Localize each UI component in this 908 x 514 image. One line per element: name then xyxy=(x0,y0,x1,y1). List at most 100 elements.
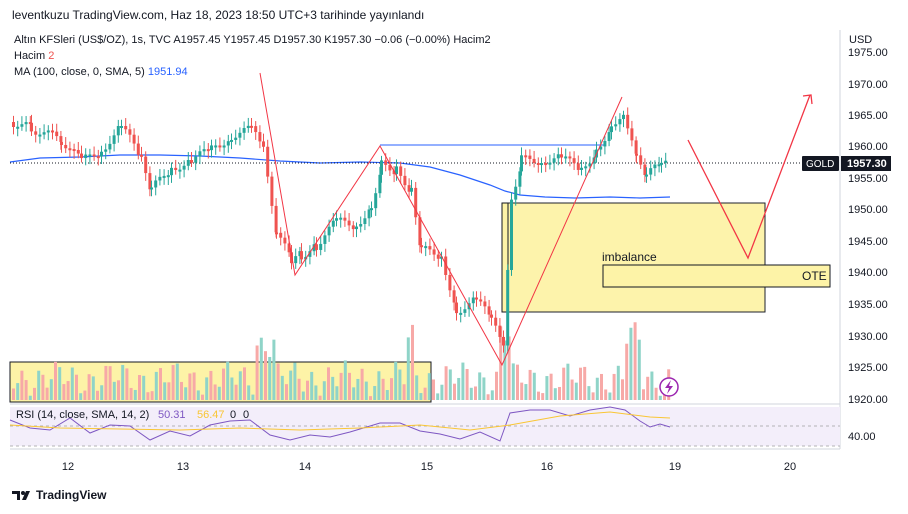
volume-bar xyxy=(520,382,524,400)
volume-bar xyxy=(222,368,225,400)
candle-body xyxy=(287,243,291,253)
volume-bar xyxy=(318,395,322,400)
volume-bar xyxy=(41,374,45,400)
volume-bar xyxy=(486,394,490,400)
rsi-label[interactable]: RSI (14, close, SMA, 14, 2) xyxy=(16,409,149,421)
volume-bar xyxy=(390,378,393,400)
volume-bar xyxy=(213,384,217,400)
volume-label[interactable]: Hacim xyxy=(14,50,46,62)
candle-body xyxy=(502,336,505,346)
volume-bar xyxy=(159,368,162,400)
candle-body xyxy=(112,135,116,144)
candle-body xyxy=(144,156,148,174)
candle-body xyxy=(84,154,88,159)
candle-body xyxy=(327,226,331,236)
candle-body xyxy=(518,171,522,187)
volume-bar xyxy=(516,364,519,400)
volume-bar xyxy=(272,339,276,400)
candle-body xyxy=(367,209,371,219)
volume-bar xyxy=(217,386,221,400)
candle-body xyxy=(64,144,68,149)
publish-info: leventkuzu TradingView.com, Haz 18, 2023… xyxy=(12,8,425,22)
candle-body xyxy=(459,312,463,315)
candle-body xyxy=(440,256,443,259)
close-value: K1957.30 xyxy=(324,34,372,46)
zigzag-pattern-line[interactable] xyxy=(259,72,623,367)
price-axis-ticks[interactable]: 1975.00 1970.00 1965.00 1960.00 1955.00 1950.… xyxy=(848,47,888,406)
volume-bar xyxy=(507,336,511,400)
price-tick-label: 1920.00 xyxy=(848,394,888,406)
volume-bar xyxy=(579,367,582,400)
candle-body xyxy=(407,185,411,192)
rsi-band xyxy=(10,407,840,446)
candle-body xyxy=(363,218,367,225)
volume-bar xyxy=(75,374,78,400)
price-tick-label: 1925.00 xyxy=(848,362,888,374)
volume-bar xyxy=(322,381,326,400)
volume-bar xyxy=(28,395,32,400)
volume-bar xyxy=(646,376,650,400)
candle-body xyxy=(343,217,347,221)
volume-bar xyxy=(511,363,515,400)
volume-bar xyxy=(373,386,377,400)
low-value: D1957.30 xyxy=(273,34,322,46)
tradingview-logo[interactable]: TradingView xyxy=(12,488,106,502)
candle-body xyxy=(339,217,343,220)
volume-bar xyxy=(364,381,368,400)
volume-bar xyxy=(532,372,536,400)
candle-body xyxy=(274,205,278,233)
ote-zone-box[interactable] xyxy=(602,264,831,288)
candle-body xyxy=(506,269,510,346)
tradingview-logo-icon xyxy=(12,491,30,500)
volume-bar xyxy=(335,386,339,400)
candle-body xyxy=(380,160,383,175)
volume-bar xyxy=(66,381,70,400)
candle-body xyxy=(463,309,467,313)
ma-label[interactable]: MA (100, close, 0, SMA, 5) xyxy=(14,66,145,78)
candle-body xyxy=(544,163,548,166)
candle-body xyxy=(279,232,283,238)
currency-label: USD xyxy=(849,34,872,46)
candle-body xyxy=(182,165,186,170)
candle-body xyxy=(455,302,458,314)
projection-path-line[interactable] xyxy=(687,94,811,260)
imbalance-zone-edge[interactable] xyxy=(501,202,509,313)
candle-body xyxy=(24,122,28,125)
imbalance-zone-box[interactable] xyxy=(505,202,766,313)
candle-body xyxy=(548,162,552,165)
candle-body xyxy=(298,251,302,257)
symbol-badge-text: GOLD xyxy=(806,159,834,170)
candle-body xyxy=(80,153,83,159)
volume-bar xyxy=(658,395,662,400)
volume-bar xyxy=(650,371,654,400)
volume-bar xyxy=(108,366,112,400)
volume-bar xyxy=(150,391,154,400)
ma-line[interactable] xyxy=(9,154,671,199)
candle-body xyxy=(347,220,351,226)
candle-body xyxy=(154,180,158,188)
candle-body xyxy=(315,244,318,250)
candle-body xyxy=(100,151,103,157)
candle-body xyxy=(323,235,327,244)
candle-body xyxy=(60,141,63,145)
candle-body xyxy=(487,306,491,315)
candle-body xyxy=(331,220,335,227)
volume-bars xyxy=(12,322,671,400)
ma-legend-row: MA (100, close, 0, SMA, 5) 1951.94 xyxy=(14,65,188,80)
time-axis-ticks[interactable]: 12 13 14 15 16 19 20 xyxy=(62,461,796,473)
candle-body xyxy=(395,166,398,175)
volume-bar xyxy=(96,390,99,400)
candle-body xyxy=(270,176,274,206)
rsi-sma-line[interactable] xyxy=(9,411,671,431)
candle-body xyxy=(572,158,576,164)
volume-bar xyxy=(297,378,301,400)
change-value: −0.06 (−0.00%) xyxy=(374,34,451,46)
tradingview-brand: TradingView xyxy=(36,488,107,502)
candle-body xyxy=(226,141,230,146)
candle-body xyxy=(634,140,638,154)
volume-bar xyxy=(453,383,456,400)
candle-body xyxy=(96,156,100,159)
symbol-name[interactable]: Altın KFSleri (US$/OZ), 1s, TVC xyxy=(14,34,171,46)
symbol-badge xyxy=(802,156,839,171)
